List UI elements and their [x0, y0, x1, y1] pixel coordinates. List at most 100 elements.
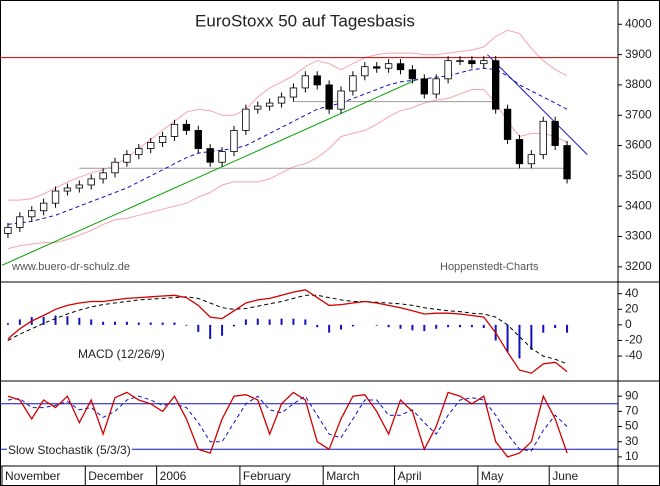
candle-body — [373, 66, 381, 69]
histogram-bar — [54, 315, 57, 325]
candle-body — [182, 123, 191, 131]
histogram-bar — [232, 324, 235, 327]
candle-body — [265, 102, 274, 107]
histogram-bar — [173, 322, 176, 325]
stoch-d — [7, 395, 568, 452]
histogram-bar — [470, 324, 473, 328]
histogram-bar — [387, 324, 390, 328]
histogram-bar — [530, 324, 533, 350]
candle-body — [230, 129, 238, 153]
candle-body — [492, 60, 500, 110]
candle-body — [87, 178, 95, 186]
candle-body — [325, 84, 333, 110]
histogram-bar — [6, 323, 9, 325]
histogram-bar — [566, 324, 569, 333]
y-tick-label: 4000 — [625, 16, 652, 30]
y-tick-label: 10 — [625, 449, 639, 463]
histogram-bar — [280, 318, 283, 325]
candle-body — [254, 105, 262, 110]
y-tick-label: 3500 — [625, 168, 652, 182]
candle-body — [158, 136, 167, 143]
candle-body — [384, 63, 393, 69]
histogram-bar — [554, 324, 557, 328]
histogram-bar — [292, 318, 295, 325]
y-tick-label: 3900 — [625, 47, 652, 61]
y-tick-label: 40 — [625, 286, 639, 300]
y-tick-label: 3800 — [625, 77, 652, 91]
histogram-bar — [18, 319, 21, 325]
y-tick-label: 90 — [625, 388, 639, 402]
histogram-bar — [399, 324, 402, 329]
candle-body — [313, 75, 321, 86]
candle-body — [194, 129, 202, 149]
candle-body — [503, 108, 512, 140]
candle-body — [4, 227, 12, 234]
candle-body — [551, 120, 559, 146]
candle-body — [349, 75, 357, 92]
candle-body — [135, 148, 143, 156]
histogram-bar — [423, 324, 426, 332]
y-tick-label: 30 — [625, 434, 639, 448]
histogram-bar — [78, 317, 81, 325]
histogram-bar — [197, 324, 200, 332]
y-tick-label: 3300 — [625, 229, 652, 243]
candle-body — [218, 151, 226, 163]
histogram-bar — [351, 324, 354, 327]
candle-body — [111, 161, 119, 174]
histogram-bar — [447, 324, 450, 328]
trend-line — [486, 54, 588, 155]
histogram-bar — [458, 324, 461, 328]
y-tick-label: 20 — [625, 301, 639, 315]
macd-line — [7, 289, 568, 374]
label-background — [7, 443, 132, 458]
histogram-bar — [90, 319, 93, 325]
y-tick-label: 0 — [625, 317, 632, 331]
stoch-k — [7, 391, 568, 458]
histogram-bar — [102, 321, 105, 325]
histogram-bar — [542, 324, 545, 333]
candle-body — [289, 87, 298, 98]
y-tick-label: -20 — [625, 333, 643, 347]
candle-body — [242, 108, 250, 131]
x-tick-label: June — [552, 469, 578, 483]
candle-body — [170, 123, 179, 137]
histogram-bar — [244, 319, 247, 325]
x-tick-label: April — [398, 469, 422, 483]
candle-body — [444, 60, 452, 80]
histogram-bar — [304, 319, 307, 325]
candle-body — [63, 187, 72, 192]
x-tick-label: May — [481, 469, 504, 483]
y-tick-label: 3600 — [625, 138, 652, 152]
candle-body — [396, 63, 405, 71]
y-tick-label: 3200 — [625, 259, 652, 273]
candle-body — [456, 60, 464, 63]
histogram-bar — [42, 317, 45, 325]
histogram-bar — [114, 321, 117, 325]
histogram-bar — [66, 316, 69, 325]
histogram-bar — [161, 322, 164, 325]
signal-line — [7, 294, 568, 365]
panel-label: MACD (12/26/9) — [78, 347, 165, 361]
candle-body — [147, 142, 155, 149]
candle-body — [206, 148, 214, 163]
histogram-bar — [375, 324, 378, 326]
candle-body — [75, 184, 83, 189]
candle-body — [563, 145, 571, 180]
candle-body — [432, 78, 440, 95]
candle-body — [51, 190, 60, 204]
histogram-bar — [137, 322, 140, 325]
candle-body — [408, 69, 417, 80]
histogram-bar — [506, 324, 509, 353]
candle-body — [99, 172, 107, 180]
candle-body — [527, 154, 536, 165]
histogram-bar — [221, 324, 224, 336]
x-tick-label: 2006 — [160, 469, 187, 483]
histogram-bar — [482, 324, 485, 328]
y-tick-label: 50 — [625, 419, 639, 433]
histogram-bar — [268, 319, 271, 325]
y-tick-label: 70 — [625, 404, 639, 418]
y-tick-label: 3700 — [625, 107, 652, 121]
histogram-bar — [435, 324, 438, 329]
